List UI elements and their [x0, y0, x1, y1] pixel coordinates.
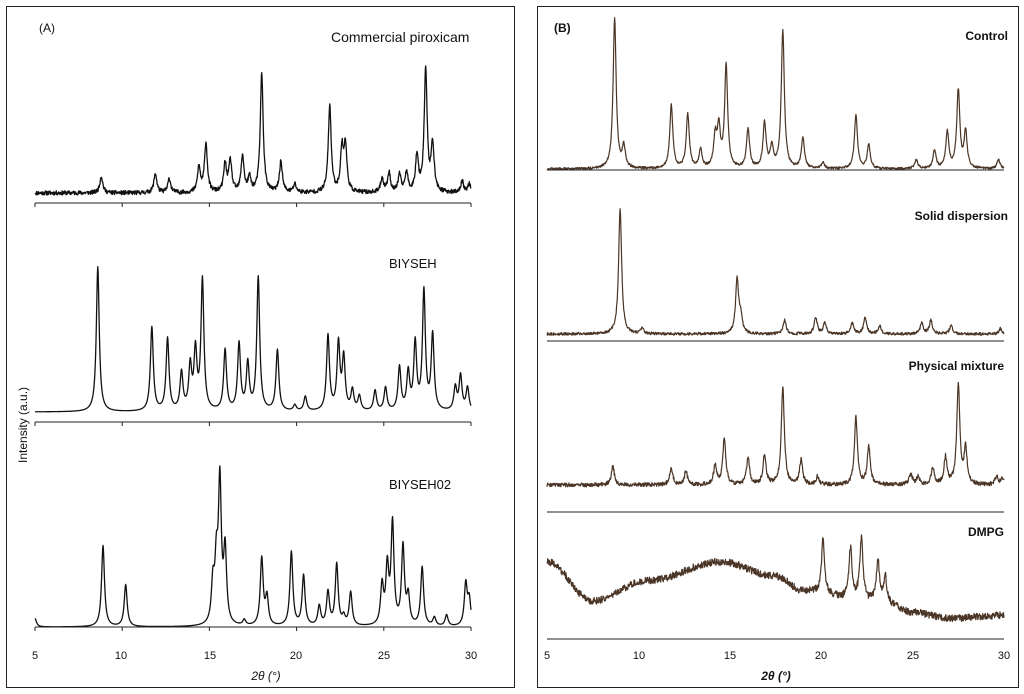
trace-label-solid-dispersion: Solid dispersion — [914, 209, 1008, 223]
pattern-line-biyseh02 — [34, 465, 472, 628]
pattern-line-physical-mixture — [546, 381, 1005, 488]
x-tick-label-b-25: 25 — [906, 650, 920, 662]
trace-label-commercial-piroxicam: Commercial piroxicam — [331, 29, 470, 45]
pattern-line-dmpg — [546, 534, 1005, 623]
x-tick-label-b-15: 15 — [723, 650, 737, 662]
pattern-line-commercial-piroxicam — [34, 65, 472, 196]
panel-b: (B) Control Solid dispersion Physical mi… — [537, 6, 1019, 688]
x-axis-title-b: 2θ (°) — [761, 669, 791, 683]
x-tick-label-b-20: 20 — [814, 650, 828, 662]
x-axis-title-a: 2θ (°) — [251, 669, 281, 683]
x-tick-label-a-15: 15 — [203, 650, 217, 662]
panel-label-a: (A) — [39, 21, 55, 35]
trace-label-control: Control — [965, 29, 1008, 43]
x-tick-label-a-25: 25 — [377, 650, 391, 662]
trace-label-biyseh02: BIYSEH02 — [389, 477, 452, 492]
pattern-line-control — [546, 17, 1005, 171]
x-tick-label-b-10: 10 — [632, 650, 646, 662]
trace-label-dmpg: DMPG — [968, 525, 1004, 539]
x-tick-label-b-30: 30 — [997, 650, 1011, 662]
xrd-plot-a — [34, 65, 472, 631]
pattern-line-biyseh — [34, 266, 472, 413]
x-tick-label-a-20: 20 — [289, 650, 303, 662]
x-tick-label-a-5: 5 — [31, 650, 39, 662]
panel-a: (A) Commercial piroxicam BIYSEH BIYSEH02… — [6, 6, 515, 688]
panel-label-b: (B) — [554, 21, 571, 35]
y-axis-title-a: Intensity (a.u.) — [16, 386, 30, 463]
xrd-plot-b — [546, 17, 1005, 640]
x-tick-label-b-5: 5 — [543, 650, 551, 662]
pattern-line-solid-dispersion — [546, 208, 1005, 336]
x-tick-label-a-10: 10 — [114, 650, 128, 662]
trace-label-biyseh: BIYSEH — [389, 256, 437, 271]
trace-label-physical-mixture: Physical mixture — [908, 359, 1004, 373]
x-tick-label-a-30: 30 — [464, 650, 478, 662]
